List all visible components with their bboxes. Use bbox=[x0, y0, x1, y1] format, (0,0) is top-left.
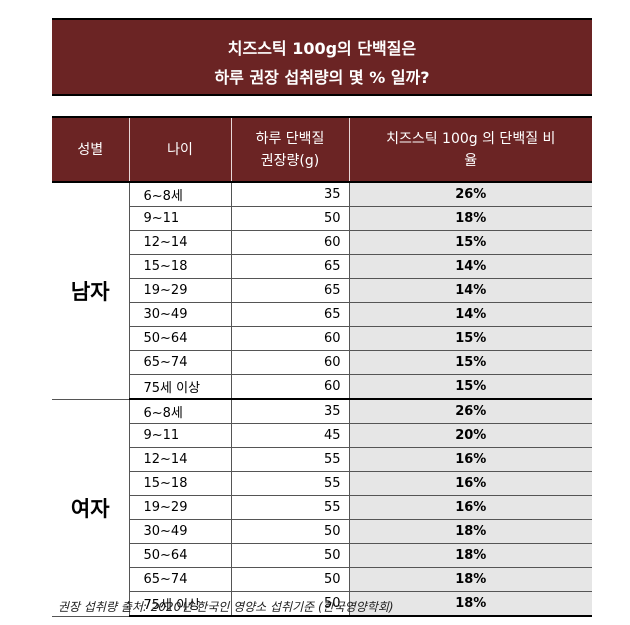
required-cell: 65 bbox=[230, 302, 350, 327]
table-row: 15~18 55 16% bbox=[52, 471, 592, 496]
age-cell: 50~64 bbox=[128, 326, 232, 351]
required-cell: 60 bbox=[230, 374, 350, 400]
percent-cell: 15% bbox=[348, 374, 592, 400]
age-cell: 15~18 bbox=[128, 471, 232, 496]
percent-cell: 20% bbox=[348, 423, 592, 448]
header-required: 하루 단백질 권장량(g) bbox=[231, 116, 350, 183]
age-cell: 30~49 bbox=[128, 302, 232, 327]
gender-cell: 여자 bbox=[52, 398, 130, 617]
age-cell: 9~11 bbox=[128, 206, 232, 231]
percent-cell: 18% bbox=[348, 567, 592, 592]
age-cell: 12~14 bbox=[128, 447, 232, 472]
table-row: 30~49 50 18% bbox=[52, 519, 592, 544]
required-cell: 50 bbox=[230, 206, 350, 231]
required-cell: 55 bbox=[230, 495, 350, 520]
gender-cell: 남자 bbox=[52, 181, 130, 400]
source-note: 권장 섭취량 출처: 2020년 한국인 영양소 섭취기준 (한국영양학회) bbox=[58, 600, 394, 614]
percent-cell: 15% bbox=[348, 230, 592, 255]
required-cell: 50 bbox=[230, 543, 350, 568]
age-cell: 65~74 bbox=[128, 567, 232, 592]
table-row: 65~74 50 18% bbox=[52, 567, 592, 592]
age-cell: 19~29 bbox=[128, 278, 232, 303]
required-cell: 35 bbox=[230, 181, 350, 207]
table-row: 19~29 65 14% bbox=[52, 278, 592, 303]
header-gender: 성별 bbox=[52, 116, 130, 183]
age-cell: 6~8세 bbox=[128, 398, 232, 424]
table-row: 30~49 65 14% bbox=[52, 302, 592, 327]
required-cell: 50 bbox=[230, 519, 350, 544]
required-cell: 55 bbox=[230, 447, 350, 472]
required-cell: 50 bbox=[230, 591, 350, 617]
table-row: 19~29 55 16% bbox=[52, 495, 592, 520]
table-row: 9~11 45 20% bbox=[52, 423, 592, 448]
required-cell: 60 bbox=[230, 350, 350, 375]
header-ratio-line2: 율 bbox=[464, 152, 478, 169]
age-cell: 9~11 bbox=[128, 423, 232, 448]
protein-table: 성별 나이 하루 단백질 권장량(g) 치즈스틱 100g 의 단백질 비 율 … bbox=[52, 116, 592, 617]
title-line-2: 하루 권장 섭취량의 몇 % 일까? bbox=[214, 68, 430, 87]
age-cell: 65~74 bbox=[128, 350, 232, 375]
table-row: 50~64 50 18% bbox=[52, 543, 592, 568]
title-line-1: 치즈스틱 100g의 단백질은 bbox=[227, 39, 417, 58]
percent-cell: 18% bbox=[348, 591, 592, 617]
header-required-line2: 권장량(g) bbox=[260, 152, 320, 169]
percent-cell: 18% bbox=[348, 519, 592, 544]
required-cell: 50 bbox=[230, 567, 350, 592]
percent-cell: 18% bbox=[348, 206, 592, 231]
table-row: 12~14 55 16% bbox=[52, 447, 592, 472]
table-header-row: 성별 나이 하루 단백질 권장량(g) 치즈스틱 100g 의 단백질 비 율 bbox=[52, 116, 592, 183]
age-cell: 75세 이상 bbox=[128, 591, 232, 617]
required-cell: 35 bbox=[230, 398, 350, 424]
age-cell: 15~18 bbox=[128, 254, 232, 279]
table-body: 남자 6~8세 35 26% 9~11 50 18% 12~14 60 15% 15~18 65 14%… bbox=[52, 181, 592, 617]
required-cell: 45 bbox=[230, 423, 350, 448]
percent-cell: 15% bbox=[348, 326, 592, 351]
table-row: 65~74 60 15% bbox=[52, 350, 592, 375]
header-age: 나이 bbox=[129, 116, 232, 183]
header-ratio-line1: 치즈스틱 100g 의 단백질 비 bbox=[386, 130, 556, 147]
age-cell: 6~8세 bbox=[128, 181, 232, 207]
table-row: 12~14 60 15% bbox=[52, 230, 592, 255]
required-cell: 60 bbox=[230, 326, 350, 351]
percent-cell: 26% bbox=[348, 181, 592, 207]
table-row: 75세 이상 50 18% bbox=[52, 591, 592, 617]
percent-cell: 16% bbox=[348, 471, 592, 496]
percent-cell: 18% bbox=[348, 543, 592, 568]
percent-cell: 14% bbox=[348, 278, 592, 303]
header-required-line1: 하루 단백질 bbox=[255, 130, 325, 147]
required-cell: 65 bbox=[230, 278, 350, 303]
age-cell: 30~49 bbox=[128, 519, 232, 544]
required-cell: 55 bbox=[230, 471, 350, 496]
percent-cell: 16% bbox=[348, 495, 592, 520]
title-banner: 치즈스틱 100g의 단백질은 하루 권장 섭취량의 몇 % 일까? bbox=[52, 18, 592, 96]
percent-cell: 16% bbox=[348, 447, 592, 472]
header-ratio: 치즈스틱 100g 의 단백질 비 율 bbox=[349, 116, 592, 183]
percent-cell: 14% bbox=[348, 254, 592, 279]
table-row: 남자 6~8세 35 26% bbox=[52, 181, 592, 400]
table-row: 15~18 65 14% bbox=[52, 254, 592, 279]
required-cell: 65 bbox=[230, 254, 350, 279]
table-row: 75세 이상 60 15% bbox=[52, 374, 592, 400]
age-cell: 12~14 bbox=[128, 230, 232, 255]
age-cell: 75세 이상 bbox=[128, 374, 232, 400]
percent-cell: 26% bbox=[348, 398, 592, 424]
table-row: 50~64 60 15% bbox=[52, 326, 592, 351]
age-cell: 19~29 bbox=[128, 495, 232, 520]
table-row: 9~11 50 18% bbox=[52, 206, 592, 231]
percent-cell: 14% bbox=[348, 302, 592, 327]
required-cell: 60 bbox=[230, 230, 350, 255]
percent-cell: 15% bbox=[348, 350, 592, 375]
table-row: 여자 6~8세 35 26% bbox=[52, 398, 592, 617]
age-cell: 50~64 bbox=[128, 543, 232, 568]
